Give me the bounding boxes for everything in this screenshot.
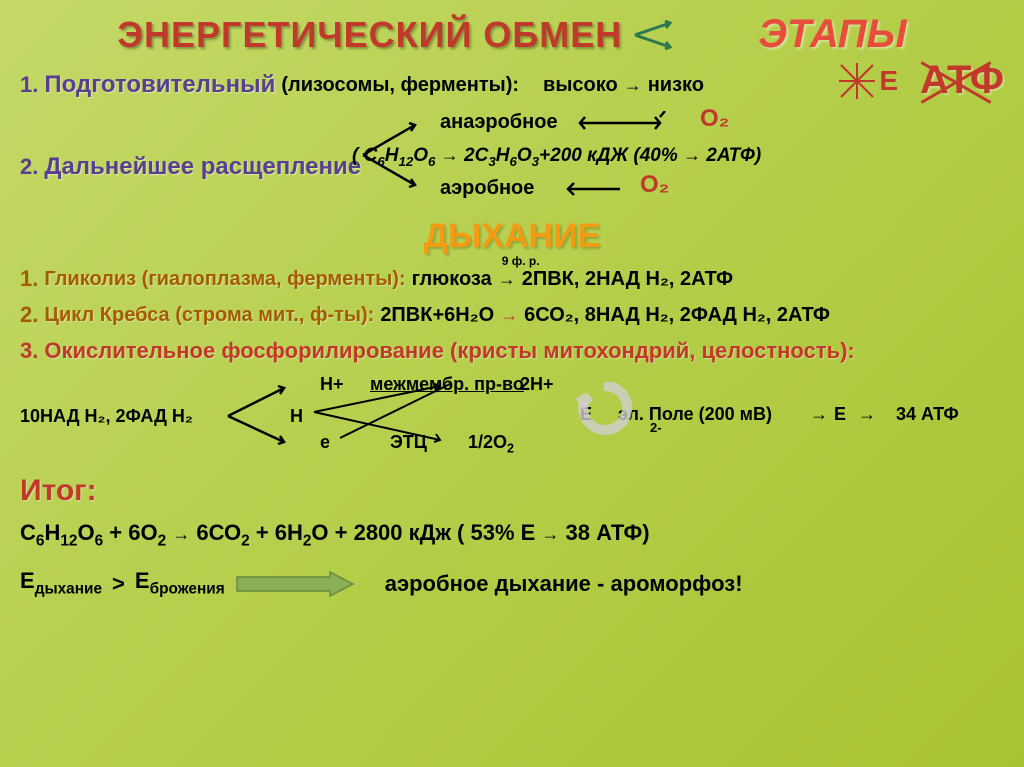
- breath-title: ДЫХАНИЕ: [20, 217, 1004, 256]
- stage1-high: высоко: [543, 74, 618, 97]
- title-row: ЭНЕРГЕТИЧЕСКИЙ ОБМЕН ЭТАПЫ: [20, 12, 1004, 57]
- oxphos-diagram: 10НАД Н₂, 2ФАД Н₂ Н Н+ межмембр. пр-во 2…: [20, 374, 1004, 454]
- title-stages: ЭТАПЫ: [758, 12, 906, 57]
- arrow-split-icon: [630, 15, 690, 55]
- diag-two: 2-: [650, 420, 662, 435]
- stage1-paren: (лизосомы, ферменты):: [281, 74, 519, 97]
- resp1-glu: глюкоза: [412, 268, 492, 291]
- resp2-prod: 6СО₂, 8НАД Н₂, 2ФАД Н₂, 2АТФ: [524, 304, 830, 327]
- stage2-block: 2. Дальнейшее расщепление анаэробное О₂ …: [20, 109, 1004, 209]
- o2-bot: О₂: [640, 171, 669, 199]
- gt: >: [112, 571, 125, 597]
- anaer-label: анаэробное: [440, 111, 558, 134]
- left-arrow-icon: [560, 179, 630, 199]
- itog-label: Итог:: [20, 474, 1004, 508]
- cross-arrows-icon: [310, 382, 470, 452]
- stage2-num: 2.: [20, 154, 38, 180]
- arrow-icon: →: [500, 305, 518, 326]
- diag-pole: эл. Поле (200 мВ): [618, 404, 772, 425]
- resp1-num: 1.: [20, 266, 38, 292]
- title-main: ЭНЕРГЕТИЧЕСКИЙ ОБМЕН: [117, 14, 622, 56]
- atp-crossed: АТФ: [920, 58, 1004, 103]
- stage1-low: низко: [648, 74, 704, 97]
- resp3-num: 3.: [20, 338, 38, 364]
- resp2-line: 2. Цикл Кребса (строма мит., ф-ты): 2ПВК…: [20, 302, 1004, 328]
- stage1-head: Подготовительный: [44, 71, 275, 99]
- diag-E2: Е: [834, 404, 846, 425]
- curve-arrow-icon: [576, 382, 632, 438]
- resp3-line: 3. Окислительное фосфорилирование (крист…: [20, 338, 1004, 364]
- burst-icon: [837, 61, 877, 101]
- resp1-over: 9 ф. р.: [502, 254, 540, 268]
- arrow-icon: →: [498, 269, 516, 289]
- footer-line: Едыхание > Еброжения аэробное дыхание - …: [20, 568, 1004, 598]
- itog-eq: С6Н12О6 + 6О2 → 6СО2 + 6Н2О + 2800 кДж (…: [20, 520, 1004, 550]
- stage2-head: Дальнейшее расщепление: [44, 153, 361, 181]
- arrow-icon: →: [858, 404, 876, 425]
- block-arrow-icon: [235, 571, 355, 597]
- resp2-head: Цикл Кребса (строма мит., ф-ты):: [44, 304, 374, 327]
- diag-2h: 2Н+: [520, 374, 554, 395]
- atp-e: Е: [879, 65, 898, 97]
- diag-halfO: 1/2О2: [468, 432, 514, 456]
- e-broj: Еброжения: [135, 568, 225, 598]
- resp1-prod: 2ПВК, 2НАД Н₂, 2АТФ: [522, 268, 733, 291]
- resp1-line: 1. Гликолиз (гиалоплазма, ферменты): глю…: [20, 266, 1004, 292]
- atp-crossed-box: Е АТФ: [837, 58, 1004, 103]
- resp2-num: 2.: [20, 302, 38, 328]
- resp2-in: 2ПВК+6Н₂О: [380, 304, 494, 327]
- diag-h: Н: [290, 406, 303, 427]
- mid-formula: ( С6Н12О6 → 2С3Н6О3+200 кДЖ (40% → 2АТФ): [352, 145, 761, 169]
- aer-label: аэробное: [440, 177, 534, 200]
- o2-top: О₂: [700, 105, 729, 133]
- resp3-head: Окислительное фосфорилирование (кристы м…: [44, 338, 854, 364]
- arrow-icon: →: [810, 404, 828, 425]
- resp1-head: Гликолиз (гиалоплазма, ферменты):: [44, 268, 405, 291]
- e-dyh: Едыхание: [20, 568, 102, 598]
- arrow-icon: →: [624, 75, 642, 96]
- diag-start: 10НАД Н₂, 2ФАД Н₂: [20, 406, 193, 427]
- itog-block: Итог: С6Н12О6 + 6О2 → 6СО2 + 6Н2О + 2800…: [20, 474, 1004, 550]
- foot-concl: аэробное дыхание - ароморфоз!: [385, 571, 743, 597]
- diag-atp34: 34 АТФ: [896, 404, 959, 425]
- bi-arrow-icon: [570, 111, 670, 135]
- stage1-num: 1.: [20, 72, 38, 98]
